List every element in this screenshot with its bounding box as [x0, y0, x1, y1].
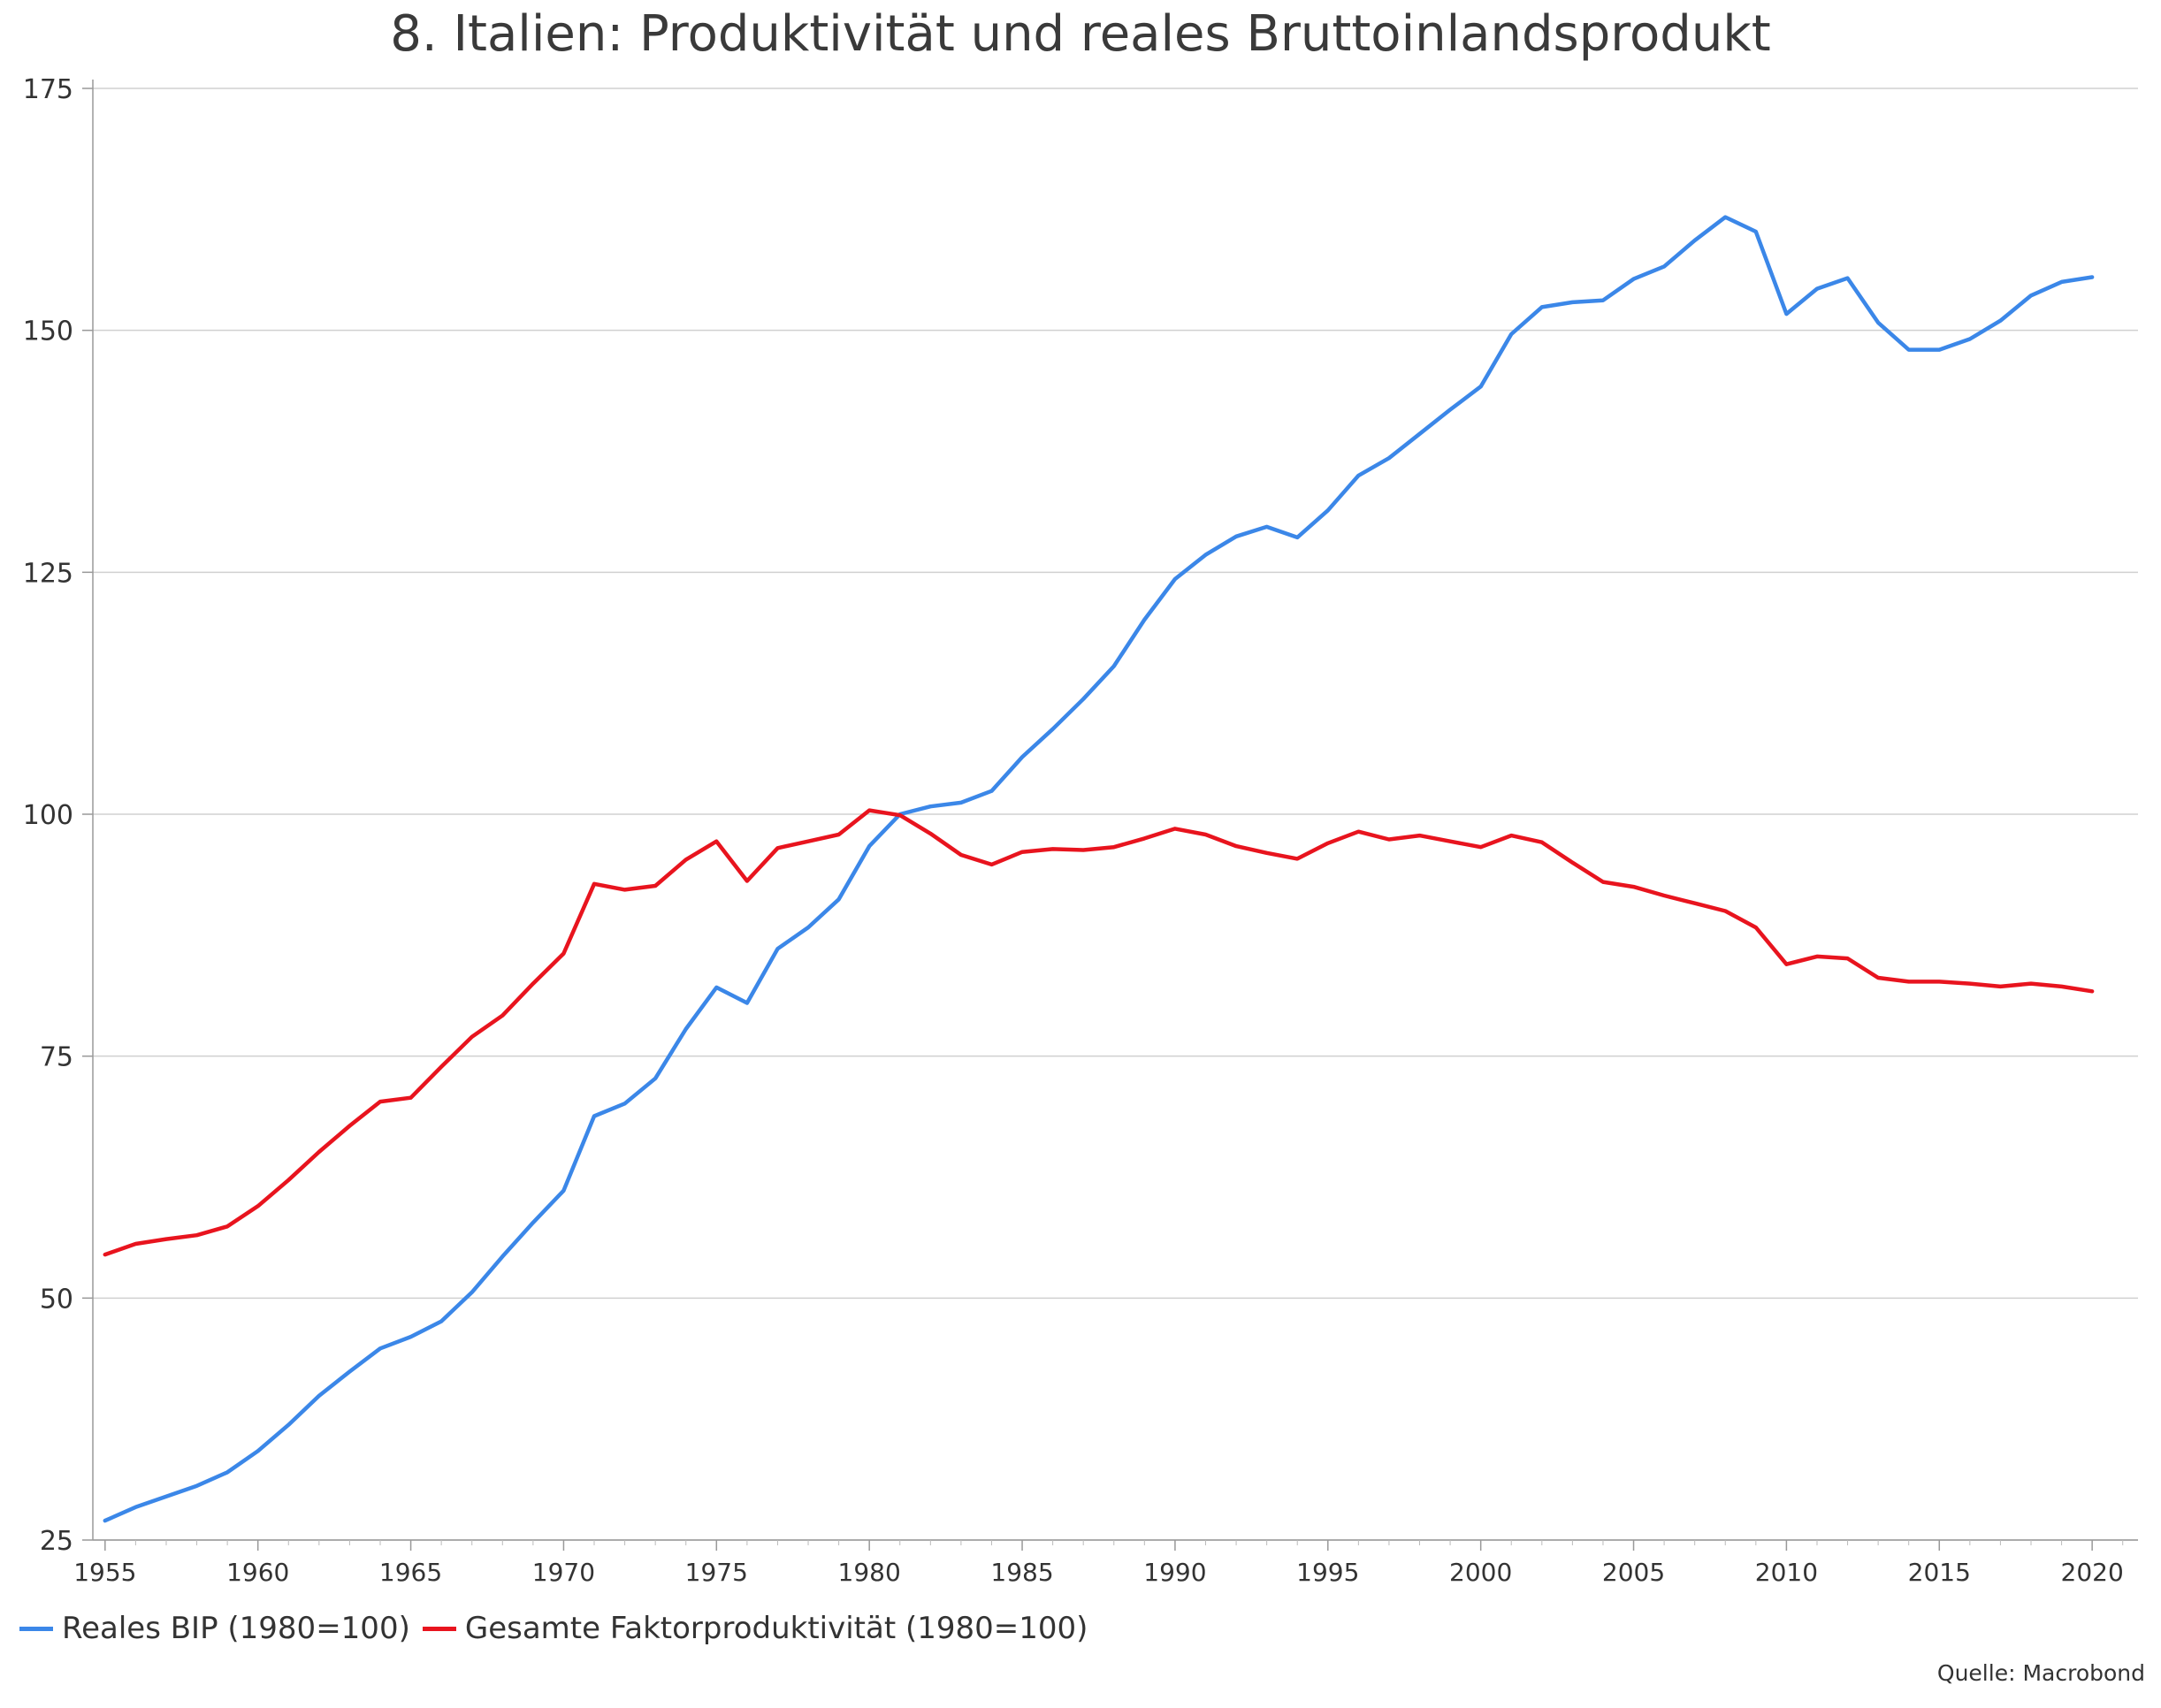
chart-title: 8. Italien: Produktivität und reales Bru… [390, 5, 1771, 63]
legend-label-reales-bip: Reales BIP (1980=100) [62, 1611, 410, 1646]
x-tick-label-1980: 1980 [838, 1558, 901, 1587]
legend-item-faktorproduktivitaet: Gesamte Faktorproduktivität (1980=100) [422, 1611, 1088, 1646]
x-tick-label-1985: 1985 [990, 1558, 1053, 1587]
x-tick-label-1960: 1960 [226, 1558, 289, 1587]
y-tick-label-175: 175 [23, 74, 73, 105]
y-tick-label-25: 25 [40, 1526, 73, 1557]
x-tick-label-1965: 1965 [379, 1558, 442, 1587]
grid-lines [93, 88, 2138, 1541]
legend-swatch-reales-bip [19, 1626, 53, 1631]
x-tick-label-1990: 1990 [1143, 1558, 1206, 1587]
y-tick-label-50: 50 [40, 1284, 73, 1315]
series-line-1 [103, 808, 2095, 1257]
x-tick-label-1970: 1970 [532, 1558, 595, 1587]
source-note: Quelle: Macrobond [1936, 1660, 2145, 1686]
x-tick-label-2005: 2005 [1602, 1558, 1665, 1587]
y-tick-label-150: 150 [23, 316, 73, 347]
y-tick-label-100: 100 [23, 800, 73, 831]
axes [82, 80, 2138, 1551]
y-tick-label-125: 125 [23, 558, 73, 589]
y-tick-label-75: 75 [40, 1042, 73, 1073]
legend: Reales BIP (1980=100) Gesamte Faktorprod… [19, 1611, 1100, 1646]
x-axis-tick-labels: 1955 1960 1965 1970 1975 1980 1985 1990 1995 2000… [73, 1558, 2124, 1587]
x-tick-label-1955: 1955 [73, 1558, 136, 1587]
y-axis-tick-labels: 25 50 75 100 125 150 175 [23, 74, 73, 1557]
legend-label-faktorproduktivitaet: Gesamte Faktorproduktivität (1980=100) [464, 1611, 1088, 1646]
x-tick-label-1995: 1995 [1296, 1558, 1359, 1587]
legend-swatch-faktorproduktivitaet [422, 1626, 456, 1631]
x-tick-label-2015: 2015 [1908, 1558, 1971, 1587]
x-tick-label-2000: 2000 [1449, 1558, 1512, 1587]
series-line-0 [103, 215, 2095, 1523]
series-lines [103, 215, 2095, 1523]
legend-item-reales-bip: Reales BIP (1980=100) [19, 1611, 410, 1646]
x-tick-label-2020: 2020 [2061, 1558, 2124, 1587]
x-tick-label-2010: 2010 [1755, 1558, 1818, 1587]
x-tick-label-1975: 1975 [685, 1558, 748, 1587]
